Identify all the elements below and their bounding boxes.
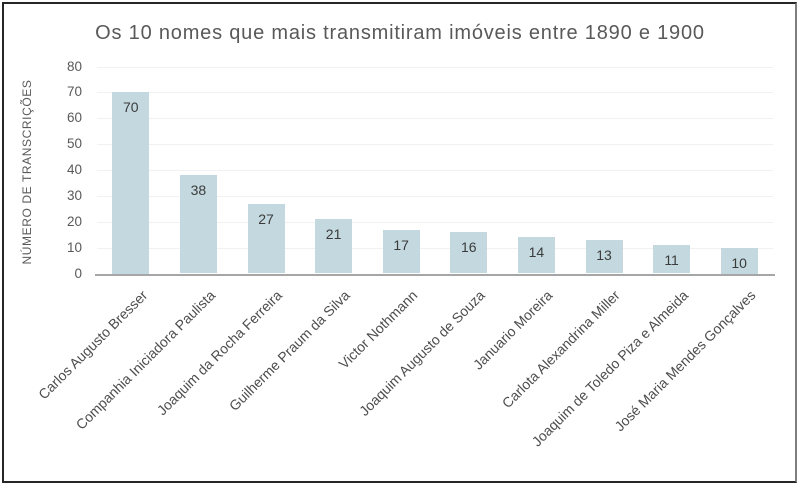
bar (247, 203, 285, 274)
y-tick-label: 80 (66, 58, 82, 74)
bar-value-label: 70 (123, 99, 139, 116)
category-label: Carlos Augusto Bresser (34, 287, 151, 403)
category-label: Companhia Iniciadora Paulista (72, 287, 218, 433)
bar (112, 92, 150, 274)
gridline (97, 66, 773, 68)
y-tick-label: 30 (66, 187, 82, 203)
bar-value-label: 10 (731, 254, 747, 271)
y-axis-title: NÚMERO DE TRANSCRIÇÕES (20, 79, 34, 265)
bar-value-label: 38 (190, 182, 207, 199)
y-tick-label: 10 (66, 239, 82, 255)
bar (179, 175, 217, 274)
bar-value-label: 21 (325, 226, 342, 243)
bar-value-label: 13 (596, 246, 612, 263)
bar (382, 229, 420, 274)
gridline (97, 118, 773, 120)
bar-value-label: 16 (461, 239, 477, 256)
category-label: José Maria Mendes Gonçalves (611, 287, 759, 435)
category-label: Joaquim da Rocha Ferreira (154, 287, 286, 419)
bar (517, 237, 555, 274)
bar-value-label: 27 (258, 210, 274, 227)
y-tick-label: 40 (66, 162, 82, 177)
bar-value-label: 17 (393, 236, 409, 253)
bar (720, 247, 758, 274)
gridline (97, 195, 773, 197)
gridline (97, 144, 773, 146)
bar-value-label: 11 (664, 252, 679, 269)
y-tick-label: 0 (74, 265, 82, 281)
bar-value-label: 14 (528, 244, 545, 261)
gridline (97, 247, 773, 249)
y-tick-label: 20 (66, 213, 82, 229)
y-tick-label: 50 (66, 136, 82, 152)
category-label: Joaquim Augusto de Souza (356, 287, 489, 419)
bar (653, 245, 691, 274)
y-tick-label: 60 (66, 110, 82, 126)
category-label: Guilherme Praum da Silva (226, 287, 353, 414)
y-tick-label: 70 (66, 84, 82, 100)
bar (585, 239, 623, 274)
gridline (97, 170, 773, 171)
gridline (97, 221, 773, 223)
category-label: Carlota Alexandrina Miller (499, 287, 624, 412)
x-axis-line (95, 273, 775, 276)
chart-title: Os 10 nomes que mais transmitiram imóvei… (95, 22, 705, 44)
bar (315, 219, 353, 274)
bar (450, 232, 488, 274)
gridline (97, 92, 773, 94)
